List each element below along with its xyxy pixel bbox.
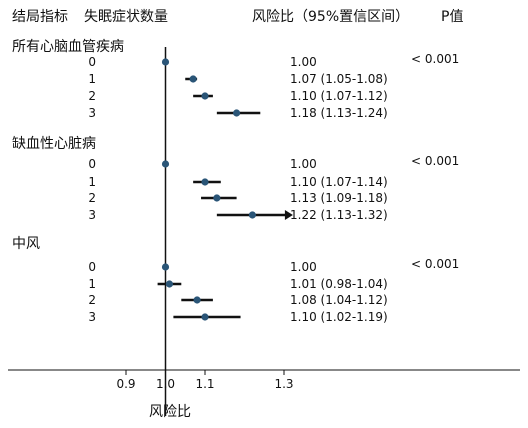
hr-ci-label: 1.10 (1.07-1.12): [290, 89, 388, 103]
header-p-value: P值: [441, 9, 463, 25]
hr-ci-label: 1.10 (1.02-1.19): [290, 310, 388, 324]
hr-ci-label: 1.08 (1.04-1.12): [290, 293, 388, 307]
hr-point: [201, 92, 209, 100]
ci-arrow-head: [284, 210, 293, 220]
x-axis-title: 风险比: [149, 404, 191, 420]
header-outcome: 结局指标: [12, 9, 68, 25]
x-tick-label: 1.1: [195, 377, 214, 391]
hr-point: [233, 109, 241, 117]
header-symptom-count: 失眠症状数量: [84, 9, 168, 25]
symptom-count-label: 1: [88, 72, 96, 86]
hr-point: [201, 313, 209, 321]
group-title-ihd: 缺血性心脏病: [12, 136, 96, 152]
hr-point: [189, 75, 197, 83]
symptom-count-label: 3: [88, 208, 96, 222]
hr-ci-label: 1.13 (1.09-1.18): [290, 191, 388, 205]
symptom-count-label: 3: [88, 106, 96, 120]
symptom-count-label: 2: [88, 293, 96, 307]
symptom-count-label: 3: [88, 310, 96, 324]
p-value-ihd: < 0.001: [411, 154, 459, 168]
symptom-count-label: 2: [88, 191, 96, 205]
hr-point: [161, 263, 170, 271]
hr-point: [193, 296, 201, 304]
hr-point: [248, 211, 256, 219]
symptom-count-label: 0: [88, 55, 96, 69]
symptom-count-label: 2: [88, 89, 96, 103]
hr-ci-label: 1.07 (1.05-1.08): [290, 72, 388, 86]
group-title-stroke: 中风: [12, 236, 40, 252]
p-value-all-cvd: < 0.001: [411, 52, 459, 66]
hr-point: [201, 178, 209, 186]
symptom-count-label: 0: [88, 260, 96, 274]
hr-ci-label: 1.00: [290, 157, 317, 171]
hr-point: [213, 194, 221, 202]
hr-point: [161, 58, 170, 66]
symptom-count-label: 0: [88, 157, 96, 171]
header-hazard-ratio: 风险比（95%置信区间）: [252, 9, 409, 25]
symptom-count-label: 1: [88, 175, 96, 189]
x-tick-label: 1.0: [156, 377, 175, 391]
x-tick-label: 0.9: [116, 377, 135, 391]
p-value-stroke: < 0.001: [411, 257, 459, 271]
symptom-count-label: 1: [88, 277, 96, 291]
hr-ci-label: 1.01 (0.98-1.04): [290, 277, 388, 291]
hr-ci-label: 1.18 (1.13-1.24): [290, 106, 388, 120]
x-tick-label: 1.3: [274, 377, 293, 391]
x-axis-ticks: 0.9 1.0 1.1 1.3: [116, 370, 294, 391]
hr-point: [161, 160, 170, 168]
hr-ci-label: 1.22 (1.13-1.32): [290, 208, 388, 222]
hr-ci-label: 1.00: [290, 260, 317, 274]
hr-point: [165, 280, 174, 288]
plot-rows: 0 1.00 1 1.07 (1.05-1.08) 2 1.10 (1.07-1.12) 3…: [88, 55, 387, 324]
group-title-all-cvd: 所有心脑血管疾病: [12, 39, 124, 55]
hr-ci-label: 1.00: [290, 55, 317, 69]
hr-ci-label: 1.10 (1.07-1.14): [290, 175, 388, 189]
